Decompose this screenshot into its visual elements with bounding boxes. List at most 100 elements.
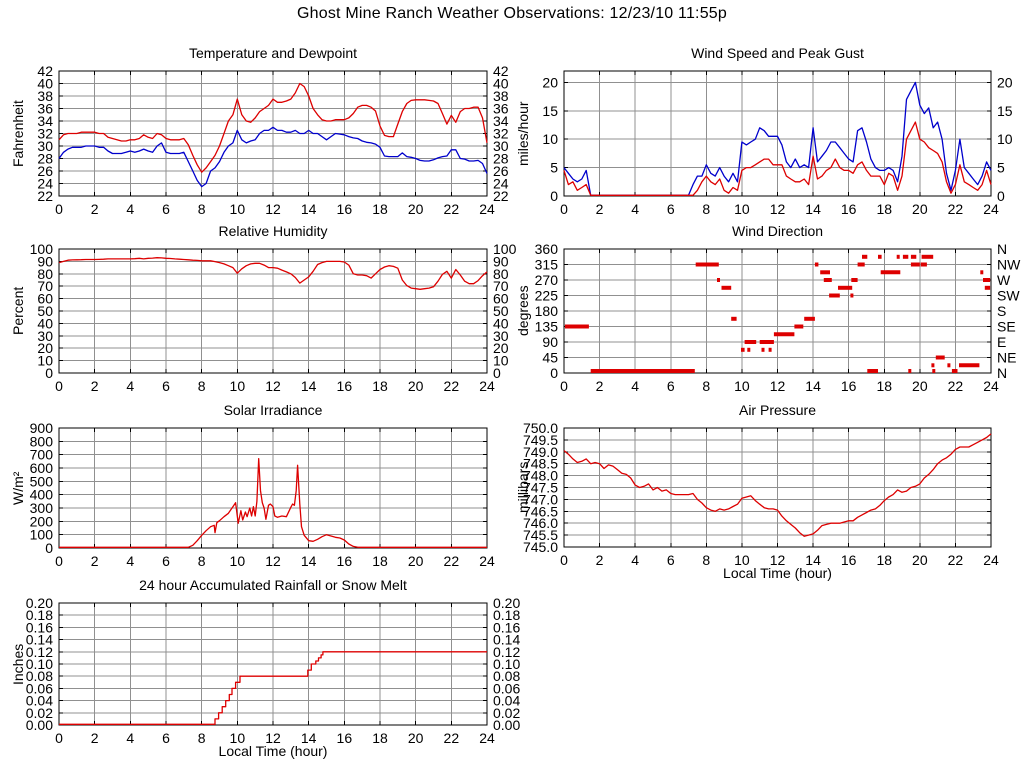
- tick-label: 22: [37, 188, 53, 204]
- chart-title: 24 hour Accumulated Rainfall or Snow Mel…: [139, 577, 407, 593]
- tick-label: 0.00: [26, 717, 53, 733]
- tick-label: 8: [198, 378, 206, 394]
- tick-label: 745.0: [523, 539, 558, 555]
- tick-label: 14: [805, 552, 821, 568]
- tick-label: 14: [805, 201, 821, 217]
- tick-label: 22: [444, 378, 460, 394]
- tick-label: 5: [997, 160, 1005, 176]
- tick-label: 4: [126, 730, 134, 746]
- tick-label: 0: [560, 552, 568, 568]
- tick-label: 22: [948, 552, 964, 568]
- tick-label: 0.20: [493, 595, 520, 611]
- tick-label: 32: [37, 126, 53, 142]
- tick-label: 20: [408, 730, 424, 746]
- tick-label: 15: [542, 103, 558, 119]
- tick-label: 4: [631, 201, 639, 217]
- chart-title: Solar Irradiance: [223, 402, 323, 418]
- tick-label: 2: [596, 552, 604, 568]
- tick-label: 38: [37, 88, 53, 104]
- tick-label: 0.16: [26, 619, 53, 635]
- tick-label: 0.12: [493, 644, 520, 660]
- grid: [58, 602, 488, 726]
- tick-label: 6: [667, 552, 675, 568]
- tick-label: 2: [91, 378, 99, 394]
- tick-label: 180: [535, 303, 559, 319]
- x-tick-labels: 0 2 4 6 8 10 12 14 16 18 20 22 24: [55, 378, 495, 394]
- tick-label: 16: [337, 201, 353, 217]
- tick-label: 14: [301, 553, 317, 569]
- plot-border: [563, 70, 992, 197]
- tick-label: 745.5: [523, 527, 558, 543]
- tick-label: 12: [770, 552, 786, 568]
- tick-label: 22: [948, 378, 964, 394]
- tick-label: 80: [493, 266, 509, 282]
- tick-label: 15: [997, 103, 1013, 119]
- tick-label: 16: [841, 552, 857, 568]
- tick-label: 14: [805, 378, 821, 394]
- tick-label: 18: [876, 201, 892, 217]
- tick-label: 12: [770, 201, 786, 217]
- x-axis-label: Local Time (hour): [723, 565, 832, 581]
- tick-label: 22: [444, 553, 460, 569]
- tick-label: 20: [37, 340, 53, 356]
- grid: [563, 427, 992, 548]
- tick-label: 0: [997, 188, 1005, 204]
- tick-label: 2: [91, 730, 99, 746]
- tick-label: 10: [37, 353, 53, 369]
- tick-label: 4: [126, 553, 134, 569]
- tick-label: 40: [493, 76, 509, 92]
- tick-label: 0: [45, 540, 53, 556]
- compass-label: N: [997, 365, 1007, 381]
- tick-label: 36: [493, 101, 509, 117]
- tick-label: 30: [37, 328, 53, 344]
- compass-label: E: [997, 334, 1006, 350]
- tick-label: 0: [550, 365, 558, 381]
- x-tick-labels: 0 2 4 6 8 10 12 14 16 18 20 22 24: [55, 553, 495, 569]
- tick-label: 6: [162, 378, 170, 394]
- plot-border: [58, 248, 488, 374]
- y-tick-labels: 0.00 0.000.02 0.020.04 0.040.06 0.060.08 0.08…: [26, 595, 521, 733]
- tick-label: 24: [983, 378, 999, 394]
- tick-label: 26: [37, 163, 53, 179]
- tick-label: 135: [535, 319, 559, 335]
- tick-label: 6: [162, 553, 170, 569]
- x-tick-labels: 0 2 4 6 8 10 12 14 16 18 20 22 24: [560, 378, 999, 394]
- tick-label: 22: [444, 730, 460, 746]
- tick-label: 0.14: [26, 632, 53, 648]
- grid: [563, 71, 992, 197]
- tick-label: 38: [493, 88, 509, 104]
- tick-label: 10: [230, 730, 246, 746]
- x-tick-labels: 0 2 4 6 8 10 12 14 16 18 20 22 24: [55, 201, 495, 217]
- tick-label: 60: [37, 291, 53, 307]
- tick-label: 28: [37, 151, 53, 167]
- series-pressure: [563, 433, 992, 537]
- tick-label: 0.04: [493, 693, 520, 709]
- tick-label: 900: [30, 420, 54, 436]
- compass-label: SE: [997, 319, 1016, 335]
- tick-label: 8: [702, 201, 710, 217]
- plot-border: [58, 70, 488, 197]
- tick-label: 10: [493, 353, 509, 369]
- tick-label: 4: [126, 378, 134, 394]
- tick-label: 40: [37, 76, 53, 92]
- tick-label: 0.08: [26, 668, 53, 684]
- tick-label: 32: [493, 126, 509, 142]
- series-humidity: [58, 257, 488, 290]
- tick-label: 20: [408, 201, 424, 217]
- tick-label: 100: [30, 527, 54, 543]
- y-tick-labels: 0 N 45 NE 90 E 135 SE 180 S 225 SW 270 W 315 NW 360 N: [535, 241, 1021, 381]
- tick-label: 0.02: [493, 705, 520, 721]
- tick-label: 70: [37, 278, 53, 294]
- tick-label: 2: [91, 201, 99, 217]
- tick-label: 4: [126, 201, 134, 217]
- tick-label: 36: [37, 101, 53, 117]
- tick-label: 0: [55, 201, 63, 217]
- tick-label: 270: [535, 272, 559, 288]
- tick-label: 0: [45, 365, 53, 381]
- tick-label: 12: [265, 553, 281, 569]
- tick-label: 45: [542, 350, 558, 366]
- tick-label: 24: [983, 552, 999, 568]
